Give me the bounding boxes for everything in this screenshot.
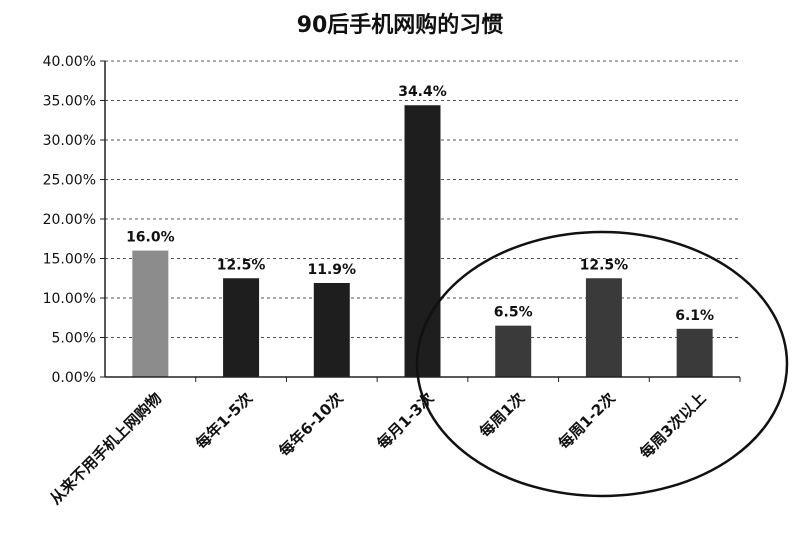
chart-title: 90后手机网购的习惯: [297, 12, 504, 38]
y-tick-label: 35.00%: [43, 94, 96, 110]
x-category-label: 每周1-2次: [555, 389, 619, 453]
data-label: 6.5%: [494, 305, 533, 321]
y-axis-ticks: 0.00% 5.00% 10.00% 15.00% 20.00% 25.00% 30.00%…: [43, 54, 105, 386]
y-tick-label: 0.00%: [52, 370, 96, 386]
y-tick-label: 40.00%: [43, 54, 96, 70]
y-tick-label: 15.00%: [43, 252, 96, 268]
bar: [404, 105, 441, 378]
data-label: 12.5%: [217, 257, 266, 273]
x-category-label: 每年6-10次: [276, 389, 347, 460]
bar: [223, 278, 260, 377]
data-label: 11.9%: [307, 262, 356, 278]
data-label: 12.5%: [580, 257, 629, 273]
y-tick-label: 25.00%: [43, 173, 96, 189]
data-label: 16.0%: [126, 230, 175, 246]
x-category-label: 每月1-3次: [374, 389, 438, 453]
y-tick-label: 5.00%: [52, 331, 96, 347]
x-category-label: 每周1次: [476, 389, 528, 441]
x-axis-categories: 从来不用手机上网购物 每年1-5次 每年6-10次 每月1-3次 每周1次 每周1-2次每…: [46, 377, 741, 508]
bar: [495, 325, 532, 377]
data-labels: 16.0% 12.5% 11.9% 34.4% 6.5% 12.5% 6.1%: [126, 84, 714, 324]
x-category-label: 每周3次以上: [636, 389, 709, 462]
data-label: 6.1%: [675, 308, 714, 324]
y-tick-label: 20.00%: [43, 212, 96, 228]
highlight-ellipse: [415, 230, 789, 498]
data-label: 34.4%: [398, 84, 447, 100]
x-category-label: 从来不用手机上网购物: [46, 389, 165, 508]
bar: [585, 278, 622, 377]
bar: [313, 282, 350, 377]
bars: [132, 105, 713, 378]
x-category-label: 每年1-5次: [192, 389, 256, 453]
bar: [676, 328, 713, 377]
gridlines: [105, 60, 740, 338]
bar: [132, 250, 169, 377]
y-tick-label: 10.00%: [43, 291, 96, 307]
y-tick-label: 30.00%: [43, 133, 96, 149]
